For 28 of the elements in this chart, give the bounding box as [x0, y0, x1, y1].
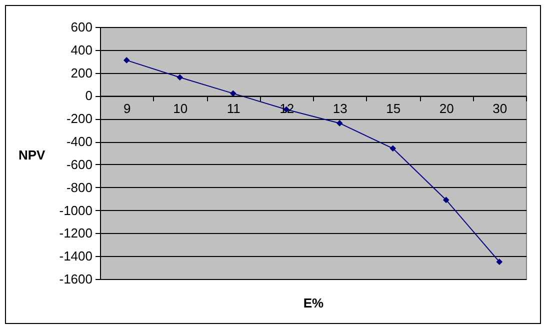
- x-tick-label: 30: [492, 101, 508, 116]
- point: [496, 258, 503, 265]
- x-tick-label: 10: [173, 101, 188, 116]
- y-tick-label: -400: [66, 134, 92, 150]
- y-tick-label: 400: [70, 42, 92, 58]
- point: [230, 90, 236, 97]
- x-tick-label: 20: [439, 101, 454, 116]
- point: [123, 57, 130, 64]
- x-axis-title: E%: [303, 296, 324, 310]
- y-tick-label: 600: [70, 20, 92, 34]
- y-tick-label: -1400: [59, 248, 92, 264]
- y-tick-label: -1000: [59, 202, 92, 218]
- y-tick-label: -600: [66, 156, 92, 172]
- x-tick-label: 11: [226, 101, 240, 116]
- point: [336, 120, 343, 126]
- y-tick-label: 200: [70, 65, 92, 80]
- y-tick-label: -200: [66, 111, 92, 126]
- y-axis-title: NPV: [18, 148, 46, 162]
- y-tick-label: -1200: [59, 226, 92, 241]
- y-tick-label: 0: [85, 88, 92, 104]
- x-tick-label: 9: [124, 101, 131, 116]
- point: [390, 145, 396, 152]
- point: [442, 196, 450, 204]
- x-tick-label: 13: [332, 101, 348, 116]
- x-tick-label: 15: [386, 101, 401, 116]
- y-tick-label: -1600: [59, 272, 92, 286]
- y-tick-label: -800: [66, 180, 92, 195]
- point: [176, 74, 184, 81]
